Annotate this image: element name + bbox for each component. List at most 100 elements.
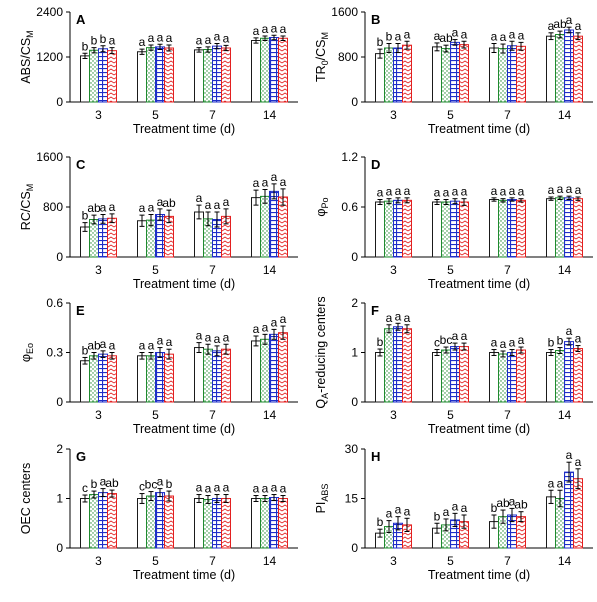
bar xyxy=(80,498,90,549)
y-axis-label: TR0/CSM xyxy=(314,32,330,82)
bar xyxy=(432,201,442,258)
significance-letter: a xyxy=(148,201,155,215)
x-tick-label: 3 xyxy=(390,108,397,122)
bar xyxy=(498,353,508,403)
significance-letter: a xyxy=(566,324,573,338)
bar xyxy=(251,40,261,103)
x-tick-label: 5 xyxy=(447,108,454,122)
significance-letter: a xyxy=(157,195,164,209)
bar xyxy=(203,498,213,549)
bar xyxy=(393,199,403,258)
bar xyxy=(137,355,147,403)
bar xyxy=(137,498,147,549)
significance-letter: a xyxy=(461,501,468,515)
bar xyxy=(146,47,156,103)
bar xyxy=(555,350,565,403)
significance-letter: a xyxy=(223,195,230,209)
significance-letter: a xyxy=(452,185,459,199)
significance-letter: a xyxy=(404,504,411,518)
significance-letter: a xyxy=(271,481,278,495)
bar xyxy=(459,44,469,103)
x-tick-label: 7 xyxy=(504,108,511,122)
significance-letter: ab xyxy=(162,196,176,210)
x-axis-label: Treatment time (d) xyxy=(428,568,530,582)
y-axis-label-text: OEC centers xyxy=(19,463,33,535)
x-tick-label: 3 xyxy=(390,554,397,568)
x-tick-label: 5 xyxy=(152,408,159,422)
y-axis-label-text: RC/CS xyxy=(19,191,33,230)
bar xyxy=(107,355,117,403)
bar xyxy=(546,352,556,403)
bar xyxy=(402,199,412,258)
significance-letter: a xyxy=(271,315,278,329)
significance-letter: a xyxy=(196,191,203,205)
significance-letter: b xyxy=(82,209,89,223)
y-tick-label: 0 xyxy=(351,395,358,409)
significance-letter: a xyxy=(395,184,402,198)
significance-letter: a xyxy=(509,184,516,198)
significance-letter: a xyxy=(461,185,468,199)
bar xyxy=(212,498,222,549)
bar xyxy=(450,200,460,258)
y-axis-label-text: Q xyxy=(314,399,328,409)
bar xyxy=(98,492,108,549)
bar xyxy=(80,55,90,103)
bar xyxy=(98,218,108,258)
x-tick-label: 3 xyxy=(95,108,102,122)
significance-letter: ab xyxy=(514,498,528,512)
bar xyxy=(155,492,165,549)
significance-letter: a xyxy=(491,184,498,198)
bar xyxy=(393,47,403,103)
bar xyxy=(221,498,231,549)
significance-letter: a xyxy=(518,185,525,199)
significance-letter: a xyxy=(557,476,564,490)
significance-letter: a xyxy=(491,336,498,350)
bar xyxy=(155,352,165,403)
x-axis-label: Treatment time (d) xyxy=(428,122,530,136)
significance-letter: a xyxy=(109,339,116,353)
bar xyxy=(146,495,156,549)
significance-letter: ab xyxy=(439,31,453,45)
significance-letter: a xyxy=(395,503,402,517)
bar xyxy=(489,352,499,403)
significance-letter: b xyxy=(91,477,98,491)
bar xyxy=(564,29,574,103)
y-axis-label-text: φ xyxy=(314,208,328,216)
x-tick-label: 5 xyxy=(152,108,159,122)
bar xyxy=(459,201,469,258)
significance-letter: a xyxy=(262,22,269,36)
bar xyxy=(555,197,565,258)
x-tick-label: 3 xyxy=(95,408,102,422)
bar xyxy=(375,201,385,258)
bar xyxy=(89,49,99,103)
significance-letter: a xyxy=(509,27,516,41)
bar xyxy=(107,50,117,103)
bar xyxy=(393,326,403,403)
y-axis-label: RC/CSM xyxy=(19,184,35,230)
significance-letter: a xyxy=(214,481,221,495)
significance-letter: a xyxy=(395,309,402,323)
significance-letter: a xyxy=(253,176,260,190)
significance-letter: a xyxy=(443,186,450,200)
bar xyxy=(194,49,204,103)
x-axis-label: Treatment time (d) xyxy=(133,277,235,291)
significance-letter: b xyxy=(377,515,384,529)
bar xyxy=(375,352,385,403)
bar xyxy=(260,195,270,258)
x-tick-label: 3 xyxy=(95,263,102,277)
significance-letter: a xyxy=(461,329,468,343)
significance-letter: c xyxy=(82,481,88,495)
x-tick-label: 14 xyxy=(263,263,277,277)
significance-letter: a xyxy=(280,482,287,496)
bar xyxy=(498,48,508,103)
y-tick-label: 1600 xyxy=(36,150,63,164)
significance-letter: a xyxy=(518,333,525,347)
significance-letter: a xyxy=(548,183,555,197)
significance-letter: a xyxy=(223,481,230,495)
significance-letter: ab xyxy=(553,17,567,31)
bar xyxy=(516,349,526,403)
significance-letter: b xyxy=(82,343,89,357)
